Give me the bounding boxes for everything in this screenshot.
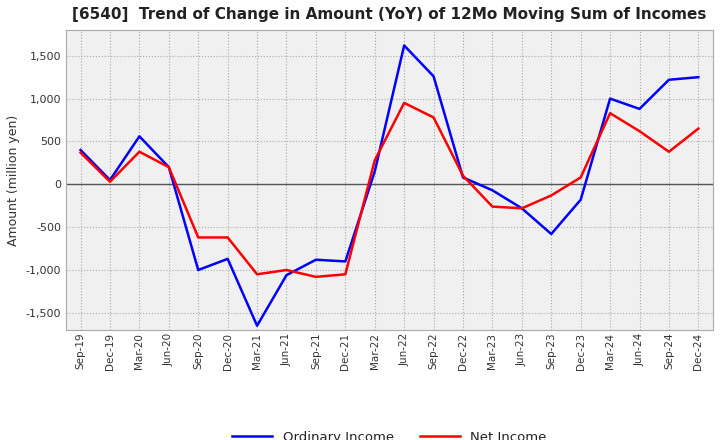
Ordinary Income: [576, 197, 585, 202]
Net Income: [282, 268, 291, 273]
Ordinary Income: [635, 106, 644, 111]
Ordinary Income: [665, 77, 673, 82]
Net Income: [547, 193, 556, 198]
Ordinary Income: [312, 257, 320, 262]
Net Income: [341, 271, 350, 277]
Net Income: [76, 150, 85, 155]
Ordinary Income: [194, 268, 202, 273]
Y-axis label: Amount (million yen): Amount (million yen): [7, 114, 20, 246]
Net Income: [488, 204, 497, 209]
Net Income: [606, 110, 614, 116]
Ordinary Income: [429, 73, 438, 79]
Line: Net Income: Net Income: [81, 103, 698, 277]
Net Income: [694, 126, 703, 131]
Ordinary Income: [694, 74, 703, 80]
Net Income: [665, 149, 673, 154]
Net Income: [312, 274, 320, 279]
Ordinary Income: [341, 259, 350, 264]
Net Income: [253, 271, 261, 277]
Legend: Ordinary Income, Net Income: Ordinary Income, Net Income: [227, 426, 552, 440]
Ordinary Income: [76, 147, 85, 153]
Ordinary Income: [164, 165, 173, 170]
Ordinary Income: [223, 256, 232, 261]
Ordinary Income: [547, 231, 556, 237]
Ordinary Income: [400, 43, 408, 48]
Net Income: [635, 128, 644, 134]
Net Income: [135, 149, 144, 154]
Net Income: [194, 235, 202, 240]
Net Income: [429, 115, 438, 120]
Ordinary Income: [370, 169, 379, 174]
Ordinary Income: [282, 272, 291, 278]
Ordinary Income: [518, 205, 526, 211]
Net Income: [106, 179, 114, 184]
Ordinary Income: [488, 188, 497, 193]
Net Income: [223, 235, 232, 240]
Ordinary Income: [106, 177, 114, 183]
Title: [6540]  Trend of Change in Amount (YoY) of 12Mo Moving Sum of Incomes: [6540] Trend of Change in Amount (YoY) o…: [72, 7, 706, 22]
Net Income: [518, 205, 526, 211]
Ordinary Income: [459, 175, 467, 180]
Ordinary Income: [135, 134, 144, 139]
Ordinary Income: [606, 96, 614, 101]
Ordinary Income: [253, 323, 261, 328]
Net Income: [164, 165, 173, 170]
Net Income: [459, 173, 467, 178]
Net Income: [576, 175, 585, 180]
Line: Ordinary Income: Ordinary Income: [81, 45, 698, 326]
Net Income: [370, 158, 379, 163]
Net Income: [400, 100, 408, 106]
